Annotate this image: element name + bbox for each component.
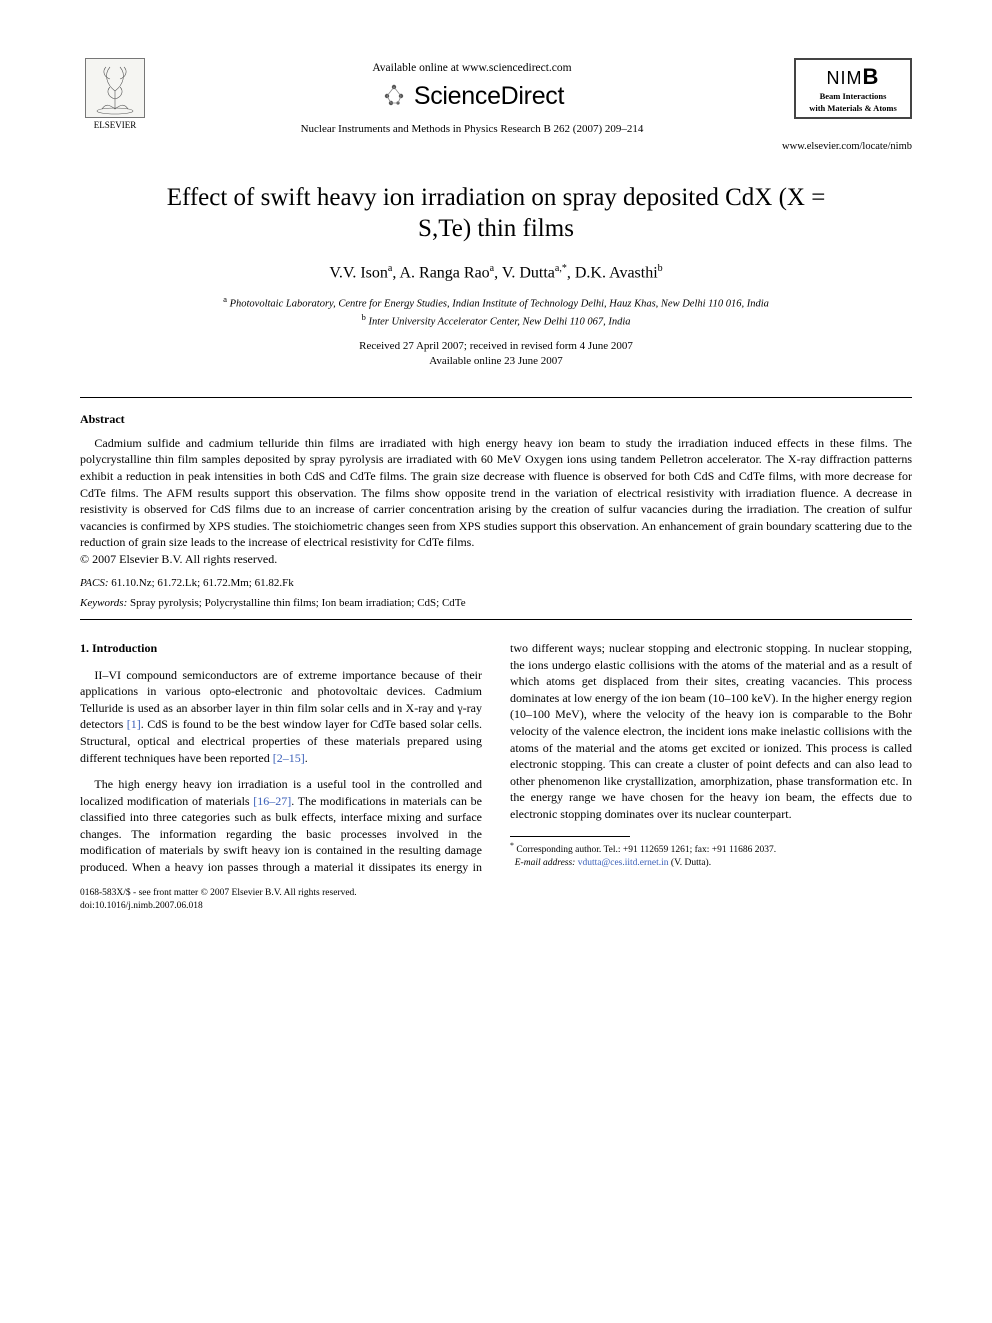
rule-top — [80, 397, 912, 398]
rule-bottom — [80, 619, 912, 620]
email-link[interactable]: vdutta@ces.iitd.ernet.in — [578, 858, 669, 868]
author-3: V. Dutta — [502, 264, 555, 281]
available-date: Available online 23 June 2007 — [429, 355, 563, 367]
center-header: Available online at www.sciencedirect.co… — [150, 58, 794, 135]
footnote-block: * Corresponding author. Tel.: +91 112659… — [510, 836, 912, 869]
available-online-text: Available online at www.sciencedirect.co… — [150, 62, 794, 74]
received-date: Received 27 April 2007; received in revi… — [359, 340, 633, 352]
elsevier-tree-icon — [85, 58, 145, 118]
corresponding-author: * Corresponding author. Tel.: +91 112659… — [510, 841, 912, 857]
header-row: ELSEVIER Available online at www.science… — [80, 58, 912, 135]
keywords-label: Keywords: — [80, 597, 127, 609]
affiliations: a Photovoltaic Laboratory, Centre for En… — [80, 294, 912, 329]
body-columns: 1. Introduction II–VI compound semicondu… — [80, 640, 912, 875]
keywords-value: Spray pyrolysis; Polycrystalline thin fi… — [130, 597, 466, 609]
locate-url[interactable]: www.elsevier.com/locate/nimb — [80, 141, 912, 152]
affiliation-a: Photovoltaic Laboratory, Centre for Ener… — [230, 298, 769, 309]
nimb-logo-box: NIMB Beam Interactions with Materials & … — [794, 58, 912, 119]
intro-heading: 1. Introduction — [80, 640, 482, 657]
footnote-rule — [510, 836, 630, 837]
author-1: V.V. Ison — [329, 264, 388, 281]
affiliation-b: Inter University Accelerator Center, New… — [368, 316, 630, 327]
corresponding-email: E-mail address: vdutta@ces.iitd.ernet.in… — [510, 857, 912, 869]
page-footer: 0168-583X/$ - see front matter © 2007 El… — [80, 887, 912, 912]
journal-reference: Nuclear Instruments and Methods in Physi… — [150, 123, 794, 135]
citation-ref-16-27[interactable]: [16–27] — [253, 794, 291, 808]
abstract-body: Cadmium sulfide and cadmium telluride th… — [80, 435, 912, 567]
elsevier-label: ELSEVIER — [80, 120, 150, 130]
pacs-value: 61.10.Nz; 61.72.Lk; 61.72.Mm; 61.82.Fk — [111, 577, 293, 589]
footer-copyright: 0168-583X/$ - see front matter © 2007 El… — [80, 887, 912, 899]
author-2: A. Ranga Rao — [399, 264, 489, 281]
nimb-subtitle-1: Beam Interactions — [798, 92, 908, 102]
article-dates: Received 27 April 2007; received in revi… — [80, 339, 912, 369]
citation-ref-2-15[interactable]: [2–15] — [273, 751, 305, 765]
keywords-line: Keywords: Spray pyrolysis; Polycrystalli… — [80, 597, 912, 609]
intro-paragraph-1: II–VI compound semiconductors are of ext… — [80, 667, 482, 766]
author-4: D.K. Avasthi — [575, 264, 658, 281]
article-title: Effect of swift heavy ion irradiation on… — [150, 182, 842, 245]
nimb-subtitle-2: with Materials & Atoms — [798, 104, 908, 114]
abstract-heading: Abstract — [80, 412, 912, 427]
nimb-logo-block: NIMB Beam Interactions with Materials & … — [794, 58, 912, 119]
sciencedirect-icon — [380, 80, 408, 115]
nimb-logo-text: NIMB — [798, 64, 908, 90]
pacs-line: PACS: 61.10.Nz; 61.72.Lk; 61.72.Mm; 61.8… — [80, 577, 912, 589]
sciencedirect-logo: ScienceDirect — [150, 80, 794, 115]
abstract-copyright: © 2007 Elsevier B.V. All rights reserved… — [80, 552, 277, 566]
footer-doi: doi:10.1016/j.nimb.2007.06.018 — [80, 900, 912, 912]
authors-line: V.V. Isona, A. Ranga Raoa, V. Duttaa,*, … — [80, 263, 912, 282]
elsevier-logo: ELSEVIER — [80, 58, 150, 130]
citation-ref-1[interactable]: [1] — [127, 717, 141, 731]
sciencedirect-text: ScienceDirect — [414, 82, 564, 110]
pacs-label: PACS: — [80, 577, 109, 589]
